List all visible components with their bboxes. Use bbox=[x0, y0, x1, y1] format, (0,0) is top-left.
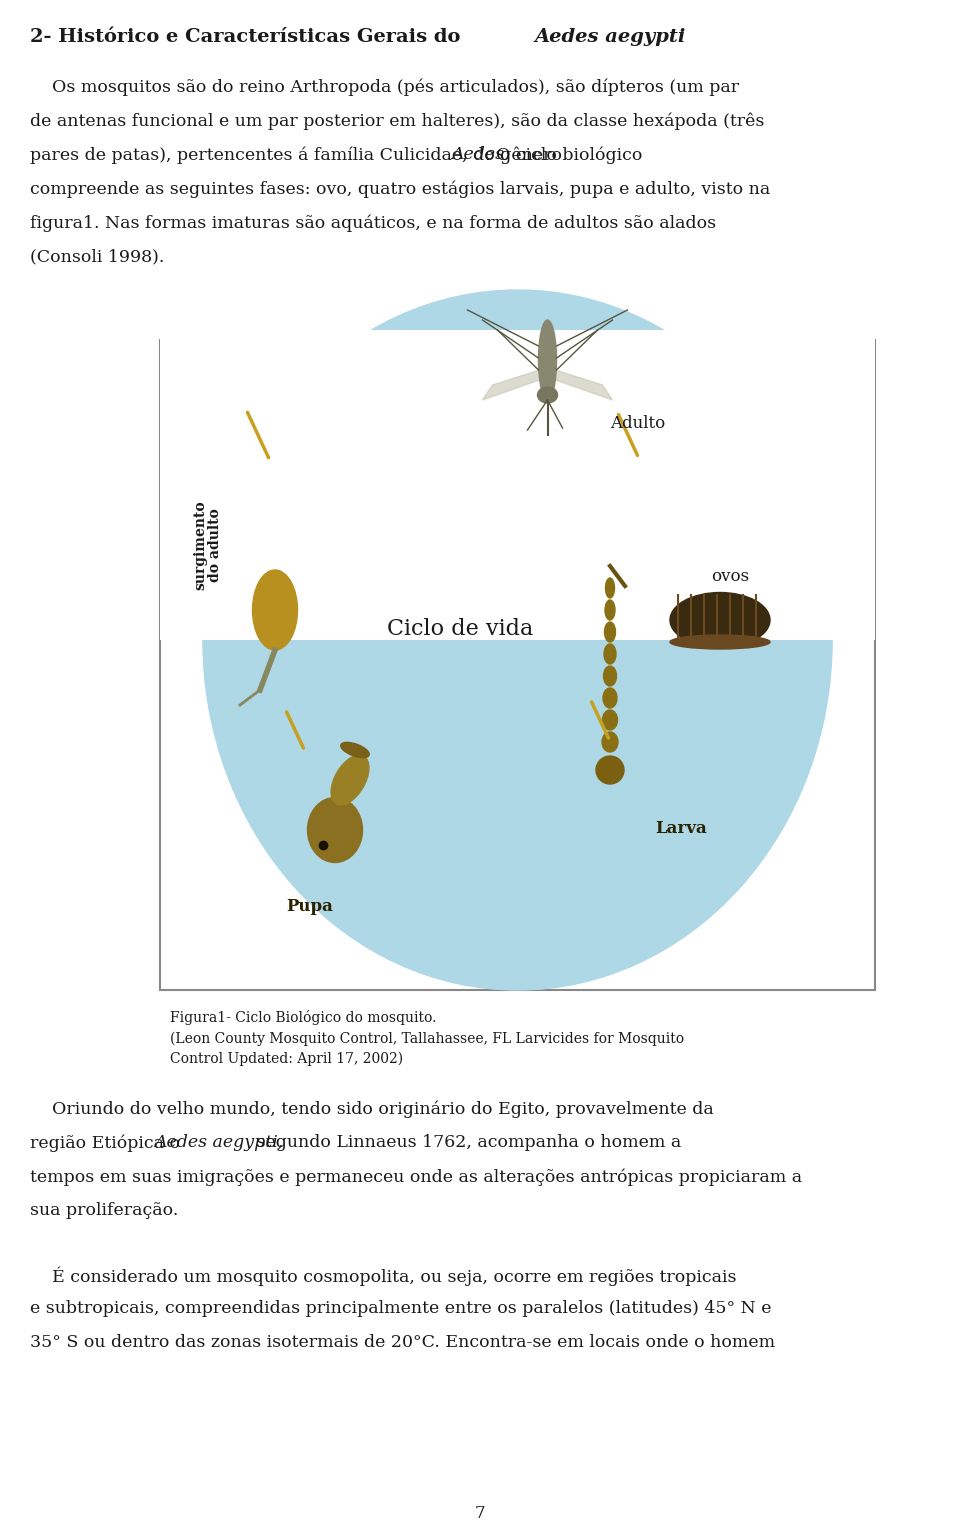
Text: sua proliferação.: sua proliferação. bbox=[30, 1203, 179, 1220]
Ellipse shape bbox=[203, 290, 832, 990]
Text: Larva: Larva bbox=[655, 819, 707, 838]
Ellipse shape bbox=[252, 570, 298, 650]
Ellipse shape bbox=[341, 742, 370, 758]
Text: Aedes: Aedes bbox=[451, 146, 504, 163]
Text: segundo Linnaeus 1762, acompanha o homem a: segundo Linnaeus 1762, acompanha o homem… bbox=[251, 1133, 681, 1150]
Ellipse shape bbox=[604, 665, 616, 685]
Polygon shape bbox=[556, 370, 612, 400]
Ellipse shape bbox=[670, 634, 770, 648]
Text: Os mosquitos são do reino Arthropoda (pés articulados), são dípteros (um par: Os mosquitos são do reino Arthropoda (pé… bbox=[30, 79, 739, 95]
Ellipse shape bbox=[605, 601, 615, 621]
Text: Aedes aegypti: Aedes aegypti bbox=[535, 28, 686, 46]
Text: e subtropicais, compreendidas principalmente entre os paralelos (latitudes) 45° : e subtropicais, compreendidas principalm… bbox=[30, 1300, 772, 1317]
Ellipse shape bbox=[603, 688, 617, 708]
Text: Pupa: Pupa bbox=[287, 898, 333, 915]
Ellipse shape bbox=[670, 593, 770, 647]
Text: Oriundo do velho mundo, tendo sido originário do Egito, provavelmente da: Oriundo do velho mundo, tendo sido origi… bbox=[30, 1100, 713, 1118]
Text: Adulto: Adulto bbox=[610, 414, 665, 433]
Ellipse shape bbox=[596, 756, 624, 784]
Text: . O ciclo biológico: . O ciclo biológico bbox=[486, 146, 643, 163]
Ellipse shape bbox=[307, 798, 363, 862]
Text: surgimento: surgimento bbox=[193, 500, 207, 590]
Ellipse shape bbox=[538, 387, 558, 403]
Text: pares de patas), pertencentes á família Culicidae, do gênero: pares de patas), pertencentes á família … bbox=[30, 146, 567, 163]
Text: É considerado um mosquito cosmopolita, ou seja, ocorre em regiões tropicais: É considerado um mosquito cosmopolita, o… bbox=[30, 1266, 736, 1286]
Ellipse shape bbox=[602, 732, 618, 752]
Text: 35° S ou dentro das zonas isotermais de 20°C. Encontra-se em locais onde o homem: 35° S ou dentro das zonas isotermais de … bbox=[30, 1334, 775, 1351]
Text: Figura1- Ciclo Biológico do mosquito.: Figura1- Ciclo Biológico do mosquito. bbox=[170, 1010, 437, 1026]
Text: do adulto: do adulto bbox=[208, 508, 222, 582]
Bar bbox=[160, 330, 875, 641]
Ellipse shape bbox=[605, 622, 615, 642]
Text: 2- Histórico e Características Gerais do: 2- Histórico e Características Gerais do bbox=[30, 28, 468, 46]
Text: Aedes aegypti,: Aedes aegypti, bbox=[155, 1133, 283, 1150]
Text: (Consoli 1998).: (Consoli 1998). bbox=[30, 248, 164, 265]
Text: tempos em suas imigrações e permaneceu onde as alterações antrópicas propiciaram: tempos em suas imigrações e permaneceu o… bbox=[30, 1167, 803, 1186]
Text: de antenas funcional e um par posterior em halteres), são da classe hexápoda (tr: de antenas funcional e um par posterior … bbox=[30, 112, 764, 129]
Ellipse shape bbox=[604, 644, 616, 664]
Ellipse shape bbox=[606, 578, 614, 598]
Text: região Etiópica o: região Etiópica o bbox=[30, 1133, 185, 1152]
Text: compreende as seguintes fases: ovo, quatro estágios larvais, pupa e adulto, vist: compreende as seguintes fases: ovo, quat… bbox=[30, 180, 770, 197]
Text: figura1. Nas formas imaturas são aquáticos, e na forma de adultos são alados: figura1. Nas formas imaturas são aquátic… bbox=[30, 214, 716, 231]
Text: 7: 7 bbox=[474, 1505, 486, 1522]
Ellipse shape bbox=[331, 755, 369, 805]
Text: ovos: ovos bbox=[711, 568, 749, 585]
Text: Control Updated: April 17, 2002): Control Updated: April 17, 2002) bbox=[170, 1052, 403, 1066]
Text: Ciclo de vida: Ciclo de vida bbox=[387, 618, 533, 641]
Polygon shape bbox=[483, 370, 540, 400]
Bar bbox=[160, 340, 875, 990]
Text: (Leon County Mosquito Control, Tallahassee, FL Larvicides for Mosquito: (Leon County Mosquito Control, Tallahass… bbox=[170, 1032, 684, 1046]
Ellipse shape bbox=[539, 320, 557, 400]
Ellipse shape bbox=[603, 710, 617, 730]
